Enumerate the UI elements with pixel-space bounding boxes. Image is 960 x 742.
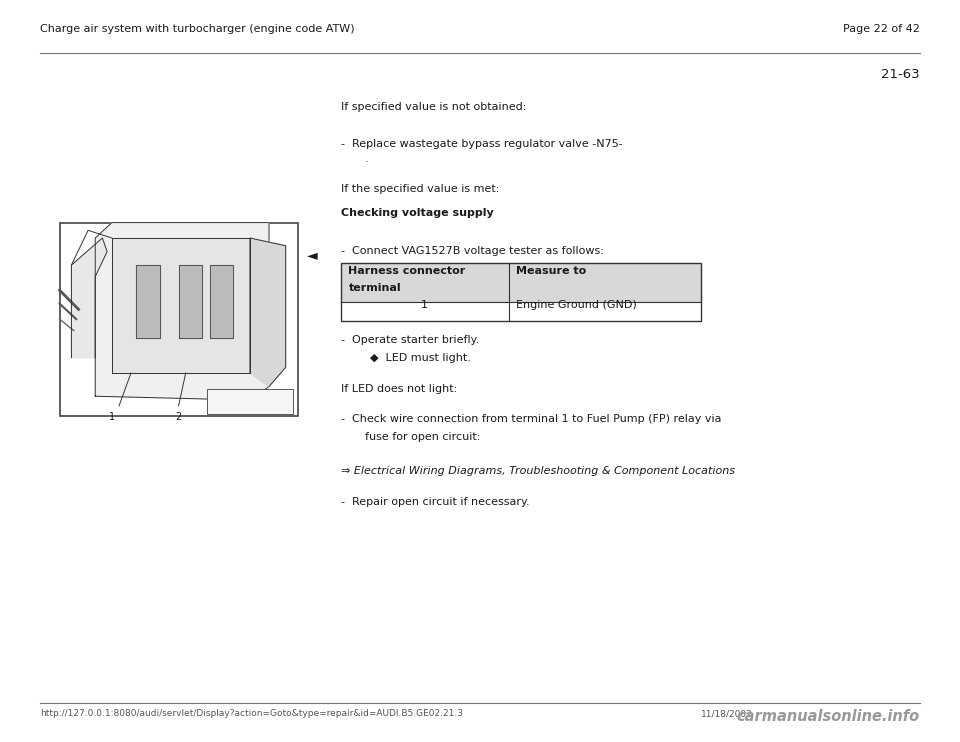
FancyBboxPatch shape	[60, 223, 298, 416]
Polygon shape	[250, 238, 286, 387]
Text: 1: 1	[108, 412, 115, 421]
Text: carmanualsonline.info: carmanualsonline.info	[736, 709, 920, 724]
Text: ◆  LED must light.: ◆ LED must light.	[370, 353, 470, 363]
Text: Charge air system with turbocharger (engine code ATW): Charge air system with turbocharger (eng…	[40, 24, 355, 33]
Text: ⇒ Electrical Wiring Diagrams, Troubleshooting & Component Locations: ⇒ Electrical Wiring Diagrams, Troublesho…	[341, 466, 734, 476]
Text: ◄: ◄	[306, 249, 318, 263]
Text: -  Check wire connection from terminal 1 to Fuel Pump (FP) relay via: - Check wire connection from terminal 1 …	[341, 414, 721, 424]
Polygon shape	[95, 223, 269, 400]
Polygon shape	[71, 238, 108, 358]
Text: Engine Ground (GND): Engine Ground (GND)	[516, 301, 637, 310]
Text: V96-0749: V96-0749	[231, 396, 269, 406]
Polygon shape	[112, 238, 250, 373]
Text: terminal: terminal	[348, 283, 401, 292]
Polygon shape	[135, 265, 159, 338]
FancyBboxPatch shape	[341, 263, 701, 302]
Text: Checking voltage supply: Checking voltage supply	[341, 208, 493, 217]
Text: 2: 2	[176, 412, 181, 421]
Text: .: .	[365, 154, 369, 163]
Text: http://127.0.0.1:8080/audi/servlet/Display?action=Goto&type=repair&id=AUDI.B5.GE: http://127.0.0.1:8080/audi/servlet/Displ…	[40, 709, 464, 718]
FancyBboxPatch shape	[207, 389, 293, 413]
Polygon shape	[209, 265, 233, 338]
Text: fuse for open circuit:: fuse for open circuit:	[365, 432, 480, 441]
Text: If specified value is not obtained:: If specified value is not obtained:	[341, 102, 526, 112]
Text: Page 22 of 42: Page 22 of 42	[843, 24, 920, 33]
Text: -  Repair open circuit if necessary.: - Repair open circuit if necessary.	[341, 497, 529, 507]
Text: -  Operate starter briefly.: - Operate starter briefly.	[341, 335, 479, 345]
Text: Harness connector: Harness connector	[348, 266, 466, 276]
Text: 21-63: 21-63	[881, 68, 920, 82]
Text: If LED does not light:: If LED does not light:	[341, 384, 457, 394]
Text: 11/18/2002: 11/18/2002	[701, 709, 753, 718]
Text: -  Connect VAG1527B voltage tester as follows:: - Connect VAG1527B voltage tester as fol…	[341, 246, 604, 255]
Text: -  Replace wastegate bypass regulator valve -N75-: - Replace wastegate bypass regulator val…	[341, 139, 622, 148]
Text: If the specified value is met:: If the specified value is met:	[341, 184, 499, 194]
Text: Measure to: Measure to	[516, 266, 587, 276]
Polygon shape	[179, 265, 203, 338]
Text: 1: 1	[421, 301, 428, 310]
